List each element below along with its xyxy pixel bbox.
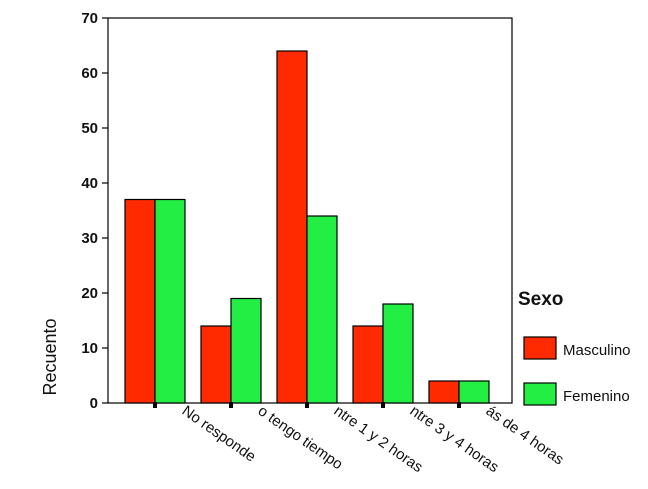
y-tick-label: 60 — [81, 65, 98, 82]
bar-femenino — [382, 303, 414, 404]
bar-femenino — [230, 297, 262, 404]
y-tick-label: 20 — [81, 285, 98, 302]
y-axis-label: Recuento — [40, 318, 60, 395]
bar-femenino — [154, 198, 186, 404]
legend-swatch-masculino — [523, 336, 557, 360]
x-tick — [229, 402, 233, 408]
y-tick-label: 70 — [81, 10, 98, 27]
x-tick — [305, 402, 309, 408]
y-tick-label: 10 — [81, 340, 98, 357]
bar-masculino — [428, 380, 460, 404]
y-tick-label: 50 — [81, 120, 98, 137]
x-category-label: No responde — [179, 402, 259, 465]
bar-masculino — [200, 325, 232, 404]
bar-femenino — [458, 380, 490, 404]
x-tick — [457, 402, 461, 408]
legend-swatch-femenino — [523, 382, 557, 406]
y-tick-label: 40 — [81, 175, 98, 192]
legend-title: Sexo — [518, 289, 563, 310]
x-tick — [153, 402, 157, 408]
legend: Masculino Femenino — [523, 336, 631, 406]
legend-label-femenino: Femenino — [563, 388, 630, 405]
y-tick-label: 0 — [90, 395, 98, 412]
bar-masculino — [124, 198, 156, 404]
x-tick — [381, 402, 385, 408]
y-tick-label: 30 — [81, 230, 98, 247]
bar-femenino — [306, 215, 338, 404]
legend-label-masculino: Masculino — [563, 342, 631, 359]
bar-masculino — [276, 50, 308, 404]
bar-masculino — [352, 325, 384, 404]
